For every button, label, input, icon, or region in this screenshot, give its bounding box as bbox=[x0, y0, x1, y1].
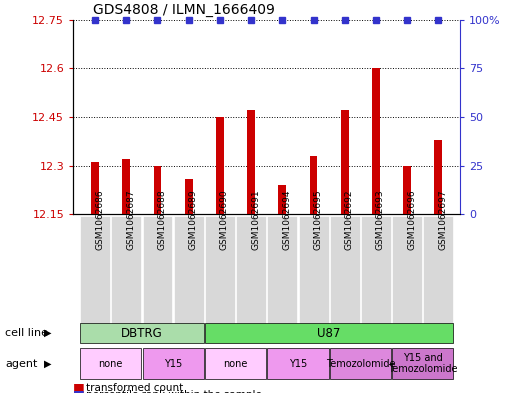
Bar bbox=[185, 178, 192, 214]
Text: GSM1062686: GSM1062686 bbox=[95, 189, 104, 250]
Bar bbox=[372, 68, 380, 214]
Text: none: none bbox=[98, 358, 123, 369]
Text: transformed count: transformed count bbox=[86, 383, 184, 393]
Bar bbox=[267, 348, 328, 380]
Bar bbox=[392, 216, 422, 324]
Bar bbox=[403, 165, 411, 214]
Bar bbox=[247, 110, 255, 214]
Text: GSM1062690: GSM1062690 bbox=[220, 189, 229, 250]
Text: U87: U87 bbox=[317, 327, 341, 340]
Bar bbox=[278, 185, 286, 214]
Text: DBTRG: DBTRG bbox=[121, 327, 163, 340]
Bar bbox=[341, 110, 349, 214]
Bar bbox=[435, 140, 442, 214]
Text: GSM1062696: GSM1062696 bbox=[407, 189, 416, 250]
Text: ■: ■ bbox=[73, 381, 85, 393]
Bar bbox=[299, 216, 328, 324]
Bar bbox=[174, 216, 203, 324]
Text: cell line: cell line bbox=[5, 328, 48, 338]
Text: ▶: ▶ bbox=[44, 328, 52, 338]
Text: GSM1062695: GSM1062695 bbox=[314, 189, 323, 250]
Text: GSM1062697: GSM1062697 bbox=[438, 189, 447, 250]
Bar bbox=[122, 159, 130, 214]
Bar bbox=[310, 156, 317, 214]
Text: GSM1062688: GSM1062688 bbox=[157, 189, 166, 250]
Bar bbox=[424, 216, 453, 324]
Bar bbox=[111, 216, 141, 324]
Bar bbox=[205, 348, 266, 380]
Bar bbox=[142, 216, 173, 324]
Text: agent: agent bbox=[5, 358, 38, 369]
Bar bbox=[216, 117, 224, 214]
Bar bbox=[91, 162, 99, 214]
Text: percentile rank within the sample: percentile rank within the sample bbox=[86, 390, 262, 393]
Bar bbox=[80, 216, 110, 324]
Bar bbox=[236, 216, 266, 324]
Text: Y15: Y15 bbox=[164, 358, 182, 369]
Bar bbox=[205, 323, 453, 343]
Bar bbox=[330, 348, 391, 380]
Text: GSM1062687: GSM1062687 bbox=[126, 189, 135, 250]
Text: none: none bbox=[223, 358, 248, 369]
Bar bbox=[80, 323, 203, 343]
Text: ▶: ▶ bbox=[44, 358, 52, 369]
Bar bbox=[267, 216, 297, 324]
Text: GSM1062694: GSM1062694 bbox=[282, 189, 291, 250]
Bar bbox=[142, 348, 203, 380]
Text: GSM1062689: GSM1062689 bbox=[189, 189, 198, 250]
Bar bbox=[80, 348, 141, 380]
Bar bbox=[361, 216, 391, 324]
Bar bbox=[154, 165, 162, 214]
Text: Y15: Y15 bbox=[289, 358, 307, 369]
Bar bbox=[392, 348, 453, 380]
Text: GSM1062692: GSM1062692 bbox=[345, 189, 354, 250]
Text: Temozolomide: Temozolomide bbox=[326, 358, 395, 369]
Bar bbox=[330, 216, 360, 324]
Text: GDS4808 / ILMN_1666409: GDS4808 / ILMN_1666409 bbox=[93, 3, 275, 17]
Text: ■: ■ bbox=[73, 388, 85, 393]
Text: Y15 and
Temozolomide: Y15 and Temozolomide bbox=[388, 353, 458, 374]
Text: GSM1062691: GSM1062691 bbox=[251, 189, 260, 250]
Text: GSM1062693: GSM1062693 bbox=[376, 189, 385, 250]
Bar bbox=[205, 216, 235, 324]
